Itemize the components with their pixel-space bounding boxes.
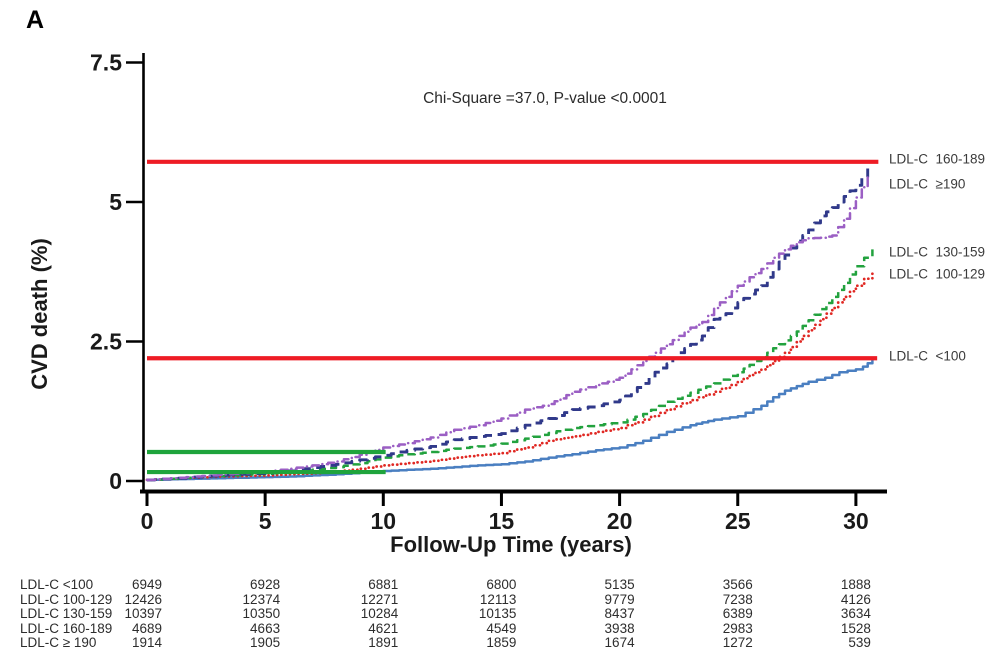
risk-count: 6800 — [486, 577, 517, 592]
x-tick-label: 25 — [725, 508, 751, 534]
curve-end-label: LDL-C 100-129 — [889, 266, 985, 281]
risk-count: 6949 — [131, 577, 162, 592]
curve-ldl-130-159 — [147, 249, 874, 482]
risk-count: 4621 — [368, 620, 399, 636]
curve-end-label: LDL-C <100 — [889, 349, 966, 364]
x-axis-title: Follow-Up Time (years) — [390, 532, 632, 557]
risk-count: 3566 — [722, 577, 753, 592]
risk-count: 9779 — [604, 591, 635, 607]
risk-count: 1859 — [486, 635, 517, 651]
risk-count: 10350 — [242, 606, 281, 622]
x-tick-label: 10 — [371, 508, 397, 534]
risk-count: 7238 — [722, 591, 753, 607]
risk-count: 1674 — [604, 635, 635, 651]
risk-count: 4689 — [131, 620, 162, 636]
risk-count: 12374 — [242, 591, 281, 607]
x-tick-label: 20 — [607, 508, 633, 534]
risk-count: 1905 — [250, 635, 281, 651]
curve-end-label: LDL-C 160-189 — [889, 152, 985, 167]
y-tick-label: 5 — [109, 189, 122, 215]
risk-count: 6881 — [368, 577, 399, 592]
risk-row-label: LDL-C ≥ 190 — [20, 635, 97, 651]
risk-count: 1888 — [840, 577, 871, 592]
x-tick-label: 0 — [141, 508, 154, 534]
risk-count: 12113 — [479, 591, 517, 607]
risk-count: 12271 — [360, 591, 399, 607]
curve-end-label: LDL-C ≥190 — [889, 177, 965, 192]
risk-count: 2983 — [722, 620, 753, 636]
risk-count: 3634 — [840, 606, 871, 622]
risk-row-label: LDL-C <100 — [20, 577, 94, 592]
curve-end-label: LDL-C 130-159 — [889, 245, 985, 260]
risk-count: 6928 — [250, 577, 281, 592]
curve-ldl-under-100 — [147, 359, 874, 482]
risk-count: 10284 — [360, 606, 399, 622]
risk-count: 8437 — [604, 606, 635, 622]
y-tick-label: 7.5 — [90, 50, 122, 76]
risk-row-label: LDL-C 160-189 — [20, 620, 113, 636]
risk-count: 4126 — [840, 591, 871, 607]
curve-ldl-190-plus — [145, 175, 869, 482]
y-tick-label: 0 — [109, 468, 122, 494]
y-axis-title: CVD death (%) — [27, 238, 52, 390]
risk-count: 539 — [848, 635, 871, 651]
x-tick-label: 15 — [489, 508, 515, 534]
risk-count: 6389 — [722, 606, 753, 622]
risk-row-label: LDL-C 130-159 — [20, 606, 113, 622]
chi-square-annotation: Chi-Square =37.0, P-value <0.0001 — [423, 90, 667, 107]
panel-label: A — [26, 6, 45, 34]
risk-count: 5135 — [604, 577, 635, 592]
risk-count: 1914 — [131, 635, 162, 651]
risk-count: 10397 — [124, 606, 162, 622]
risk-row-label: LDL-C 100-129 — [20, 591, 113, 607]
risk-count: 4663 — [250, 620, 281, 636]
y-tick-label: 2.5 — [90, 329, 122, 355]
risk-count: 3938 — [604, 620, 635, 636]
risk-count: 1528 — [840, 620, 871, 636]
risk-count: 1272 — [722, 635, 753, 651]
curve-ldl-100-129 — [145, 270, 874, 482]
risk-count: 10135 — [478, 606, 517, 622]
x-tick-label: 30 — [843, 508, 869, 534]
risk-count: 12426 — [124, 591, 162, 607]
risk-count: 1891 — [368, 635, 399, 651]
curve-ldl-160-189 — [147, 168, 870, 482]
x-tick-label: 5 — [259, 508, 272, 534]
risk-count: 4549 — [486, 620, 517, 636]
